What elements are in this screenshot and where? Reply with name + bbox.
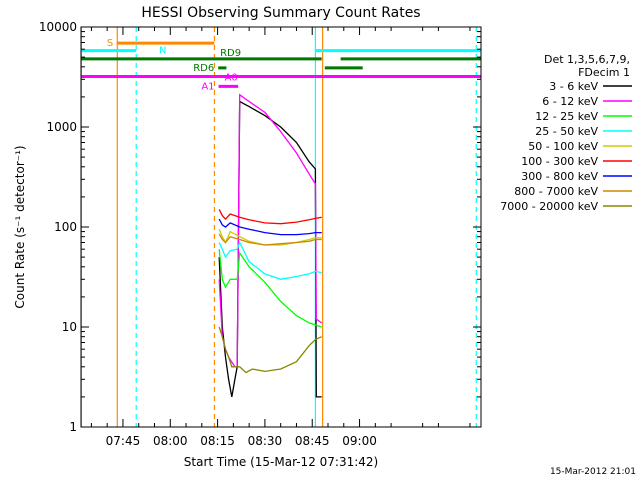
- legend-entry-label: 25 - 50 keV: [535, 125, 598, 138]
- legend: Det 1,3,5,6,7,9, FDecim 1 3 - 6 keV 6 - 1…: [500, 53, 632, 213]
- legend-entry-label: 800 - 7000 keV: [514, 185, 598, 198]
- annotation-layer: S N RD9 RD6 A0 A1: [80, 27, 481, 427]
- legend-entry-label: 12 - 25 keV: [535, 110, 598, 123]
- y-axis: 1 10 100 1000 10000: [39, 20, 481, 434]
- y-tick-label: 10: [62, 320, 77, 334]
- legend-entry-label: 7000 - 20000 keV: [500, 200, 598, 213]
- state-bar-label: A0: [225, 72, 238, 83]
- y-tick-label: 10000: [39, 20, 77, 34]
- state-bar-label: S: [107, 38, 113, 49]
- state-bar-label: RD6: [193, 63, 214, 74]
- series-line: [218, 326, 322, 374]
- series-line: [218, 249, 322, 328]
- legend-header-line-1: Det 1,3,5,6,7,9,: [544, 53, 630, 66]
- y-axis-label: Count Rate (s⁻¹ detector⁻¹): [13, 145, 27, 308]
- series-line: [218, 233, 322, 246]
- y-tick-label: 1: [69, 420, 77, 434]
- x-tick-label: 09:00: [342, 434, 377, 448]
- legend-entry-label: 300 - 800 keV: [521, 170, 598, 183]
- x-tick-label: 08:30: [248, 434, 283, 448]
- state-bar-label: A1: [201, 81, 214, 92]
- state-bar-label: RD9: [220, 48, 241, 59]
- x-tick-label: 07:45: [106, 434, 141, 448]
- x-tick-label: 08:45: [295, 434, 330, 448]
- series-line: [218, 240, 322, 280]
- legend-entry-label: 50 - 100 keV: [528, 140, 598, 153]
- y-tick-label: 1000: [46, 120, 77, 134]
- series-line: [218, 218, 322, 236]
- series-layer: [218, 93, 323, 398]
- x-tick-label: 08:00: [153, 434, 188, 448]
- state-bar-label: N: [159, 46, 166, 57]
- x-tick-label: 08:15: [200, 434, 235, 448]
- series-line: [218, 100, 322, 398]
- legend-entry-label: 6 - 12 keV: [542, 95, 598, 108]
- chart-title: HESSI Observing Summary Count Rates: [141, 5, 420, 21]
- legend-entries: 3 - 6 keV 6 - 12 keV 12 - 25 keV 25 - 50 ke…: [500, 80, 632, 213]
- legend-header-line-2: FDecim 1: [578, 66, 630, 79]
- x-axis: 07:45 08:00 08:15 08:30 08:45 09:00: [90, 27, 471, 448]
- footer-timestamp: 15-Mar-2012 21:01: [550, 467, 636, 477]
- x-axis-label: Start Time (15-Mar-12 07:31:42): [184, 455, 378, 469]
- series-line: [218, 209, 322, 225]
- legend-entry-label: 100 - 300 keV: [521, 155, 598, 168]
- y-tick-label: 100: [54, 220, 77, 234]
- legend-entry-label: 3 - 6 keV: [549, 80, 598, 93]
